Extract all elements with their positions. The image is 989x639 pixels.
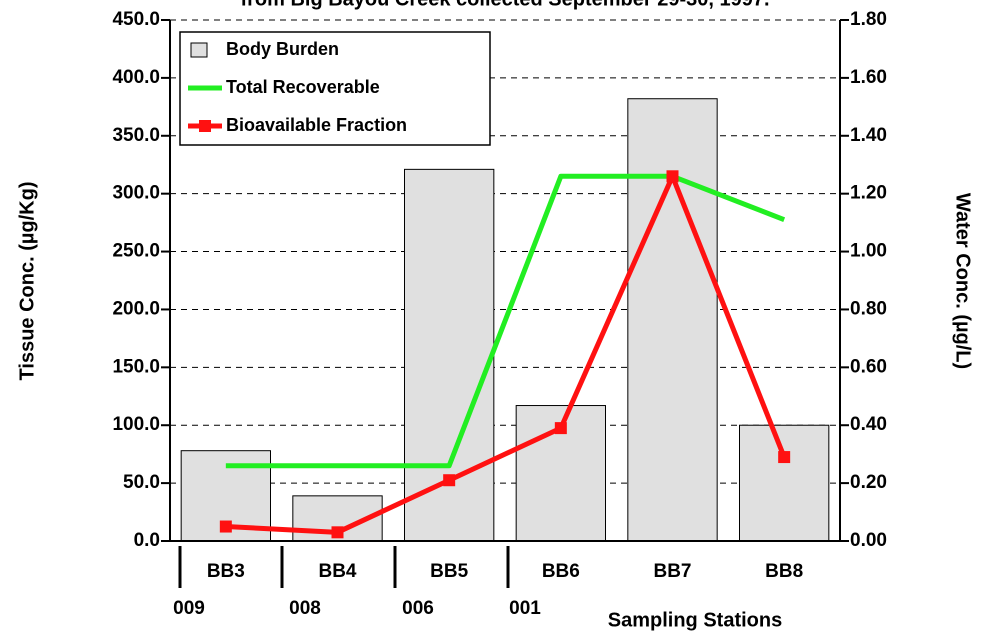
marker [443, 474, 456, 487]
y-tick-label: 100.0 [112, 414, 160, 435]
marker [554, 422, 567, 435]
marker [778, 451, 791, 464]
y2-tick-label: 0.00 [850, 530, 887, 551]
legend-label: Total Recoverable [226, 77, 380, 97]
marker [331, 526, 344, 539]
x-tick-label: BB4 [318, 561, 356, 582]
y-tick-label: 350.0 [112, 125, 160, 146]
y2-tick-label: 1.20 [850, 183, 887, 204]
line [225, 173, 786, 469]
station-label: 001 [509, 598, 541, 619]
y-tick-label: 200.0 [112, 298, 160, 319]
x-tick-label: BB3 [207, 561, 245, 582]
y2-tick-label: 1.60 [850, 67, 887, 88]
station-label: 006 [402, 598, 434, 619]
station-label: 009 [173, 598, 205, 619]
bar [739, 424, 830, 542]
x-axis-label: Sampling Stations [608, 609, 782, 631]
x-tick-label: BB7 [653, 561, 691, 582]
y-tick-label: 250.0 [112, 241, 160, 262]
y2-tick-label: 0.80 [850, 298, 887, 319]
y-axis-label: Tissue Conc. (µg/Kg) [16, 182, 38, 381]
y2-tick-label: 0.60 [850, 356, 887, 377]
x-tick-label: BB8 [765, 561, 803, 582]
legend: Body Burden Total Recoverable Bioavailable… [179, 31, 491, 146]
y-tick-label: 150.0 [112, 356, 160, 377]
bar [627, 98, 718, 542]
y-tick-label: 300.0 [112, 183, 160, 204]
x-tick-label: BB5 [430, 561, 468, 582]
legend-box [179, 31, 491, 146]
legend-marker [199, 120, 211, 132]
y-tick-label: 450.0 [112, 9, 160, 30]
station-label: 008 [289, 598, 321, 619]
x-tick-label: BB6 [542, 561, 580, 582]
legend-label: Body Burden [226, 39, 339, 59]
y-tick-label: 0.0 [134, 530, 160, 551]
y2-tick-label: 0.40 [850, 414, 887, 435]
y2-tick-label: 1.00 [850, 241, 887, 262]
y-tick-label: 400.0 [112, 67, 160, 88]
line [225, 173, 787, 535]
marker [666, 170, 679, 183]
y2-tick-label: 1.80 [850, 9, 887, 30]
chart-title: from Big Bayou Creek collected September… [240, 0, 769, 10]
y2-tick-label: 0.20 [850, 472, 887, 493]
marker [219, 520, 232, 533]
y-tick-label: 50.0 [123, 472, 160, 493]
y2-axis-label: Water Conc. (µg/L) [952, 193, 974, 369]
legend-swatch [190, 42, 208, 58]
legend-label: Bioavailable Fraction [226, 115, 407, 135]
y2-tick-label: 1.40 [850, 125, 887, 146]
